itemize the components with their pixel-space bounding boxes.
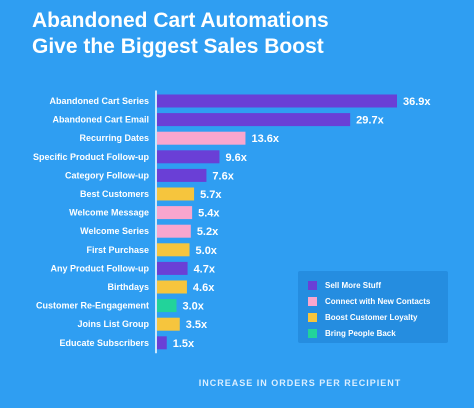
value-label: 7.6x [212, 170, 234, 182]
chart-title: Abandoned Cart Automations Give the Bigg… [32, 8, 452, 60]
bar [157, 206, 193, 220]
value-label: 36.9x [403, 96, 431, 108]
category-label: Welcome Series [80, 226, 149, 236]
legend-item-bring-people-back: Bring People Back [308, 327, 396, 340]
legend-item-connect-with-new-contacts: Connect with New Contacts [308, 295, 430, 308]
category-label: Any Product Follow-up [51, 263, 150, 273]
legend-label: Connect with New Contacts [325, 297, 431, 306]
chart-legend: Sell More Stuff Connect with New Contact… [298, 271, 448, 343]
bar [157, 150, 220, 164]
x-axis-label: INCREASE IN ORDERS PER RECIPIENT [198, 378, 402, 388]
legend-label: Boost Customer Loyalty [325, 313, 418, 322]
value-label: 4.7x [194, 263, 216, 275]
legend-swatch [308, 297, 317, 306]
category-label: Abandoned Cart Series [49, 96, 149, 106]
value-label: 9.6x [225, 152, 247, 164]
value-label: 5.4x [198, 208, 220, 220]
chart-title-line-1: Abandoned Cart Automations [32, 9, 329, 32]
value-label: 5.0x [196, 245, 218, 257]
bar [157, 261, 188, 275]
bar [157, 224, 191, 238]
legend-swatch [308, 281, 317, 290]
bar [157, 131, 246, 145]
bar [157, 113, 351, 127]
bar [157, 243, 190, 257]
bar [157, 187, 195, 201]
category-label: Specific Product Follow-up [33, 152, 150, 162]
value-label: 29.7x [356, 115, 384, 127]
category-label: Category Follow-up [65, 170, 149, 180]
category-label: Abandoned Cart Email [52, 115, 149, 125]
category-label: Best Customers [80, 189, 149, 199]
category-label: Educate Subscribers [59, 338, 149, 348]
legend-swatch [308, 313, 317, 322]
category-label: Welcome Message [69, 208, 149, 218]
category-label: Birthdays [107, 282, 149, 292]
legend-item-boost-customer-loyalty: Boost Customer Loyalty [308, 311, 417, 324]
legend-item-sell-more-stuff: Sell More Stuff [308, 279, 381, 292]
bar [157, 299, 177, 313]
value-label: 13.6x [251, 133, 279, 145]
value-label: 5.2x [197, 226, 219, 238]
category-label: First Purchase [86, 245, 149, 255]
value-label: 4.6x [193, 282, 215, 294]
category-label: Recurring Dates [79, 133, 149, 143]
value-label: 3.0x [183, 301, 205, 313]
category-label: Customer Re-Engagement [36, 301, 149, 311]
value-label: 1.5x [173, 338, 195, 350]
legend-swatch [308, 329, 317, 338]
legend-label: Bring People Back [325, 329, 396, 338]
category-label: Joins List Group [77, 319, 149, 329]
bar [157, 280, 187, 294]
bar [157, 317, 180, 331]
bar [157, 94, 397, 108]
value-label: 5.7x [200, 189, 222, 201]
bar [157, 168, 207, 182]
chart-title-line-2: Give the Biggest Sales Boost [32, 35, 324, 58]
value-label: 3.5x [186, 319, 208, 331]
bar [157, 336, 167, 350]
legend-label: Sell More Stuff [325, 281, 382, 290]
